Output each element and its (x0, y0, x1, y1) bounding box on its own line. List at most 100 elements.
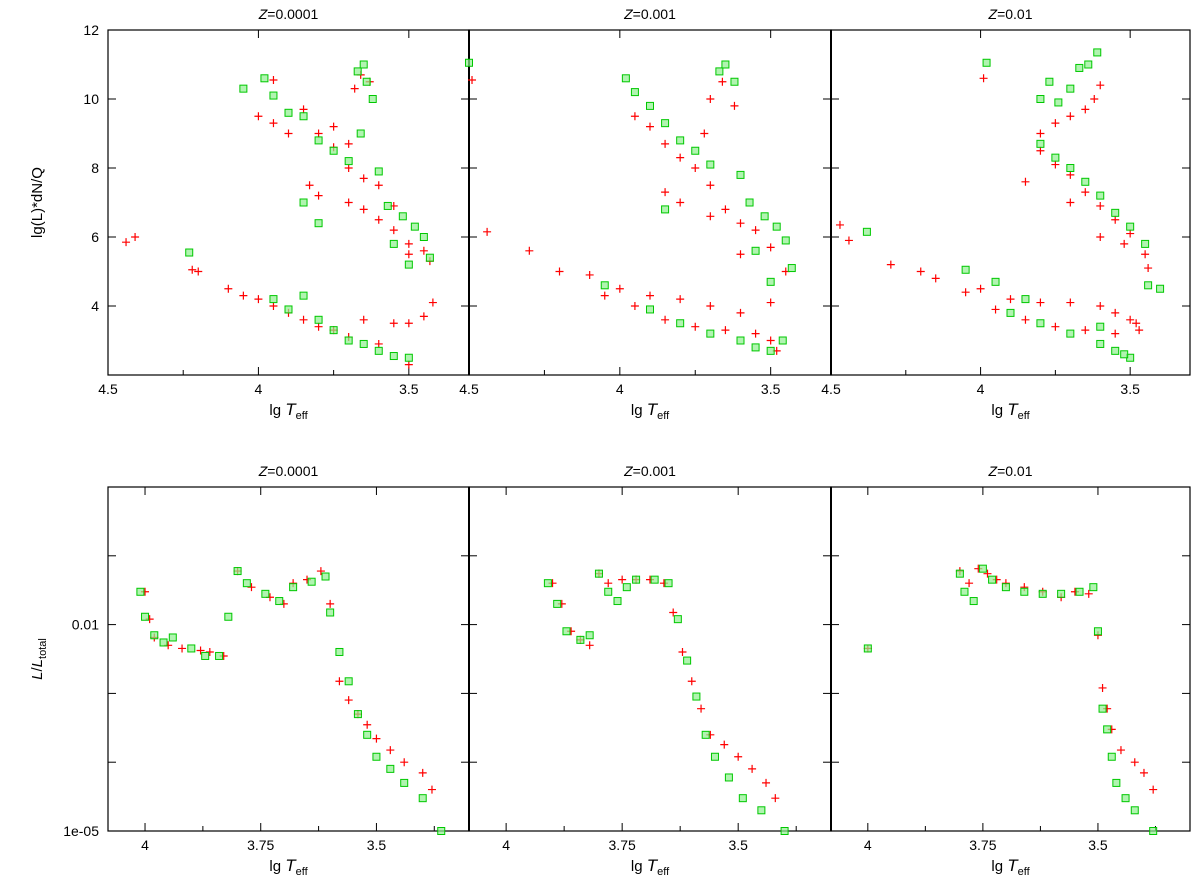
data-point (632, 575, 641, 584)
panel-title-var: Z (623, 463, 633, 479)
x-axis-label-sub: eff (657, 410, 670, 422)
x-tick-label: 3.5 (399, 381, 419, 397)
plot-frame (468, 29, 832, 376)
data-point (344, 677, 353, 686)
data-point (353, 67, 362, 76)
data-point (425, 253, 434, 262)
y-axis-label-slash: / (29, 666, 46, 671)
data-point (669, 608, 678, 617)
panel-title-value: =0.0001 (267, 6, 318, 22)
data-point (736, 219, 745, 228)
x-tick-label: 4 (502, 837, 510, 853)
panel-title-var: Z (988, 463, 998, 479)
data-point (353, 710, 362, 719)
data-point (736, 336, 745, 345)
data-point (372, 734, 381, 743)
data-point (1111, 208, 1120, 217)
data-point (1130, 758, 1139, 767)
data-point (398, 212, 407, 221)
data-point (269, 76, 278, 85)
x-axis-label-var: T (285, 856, 297, 875)
panel-title-var: Z (258, 6, 268, 22)
x-axis-label-var: T (285, 400, 297, 419)
x-axis-label-var: T (1007, 856, 1019, 875)
data-point (1111, 215, 1120, 224)
data-point (359, 60, 368, 69)
data-point (359, 174, 368, 183)
data-point (419, 312, 428, 321)
x-tick-label: 4.5 (459, 381, 479, 397)
data-point (1126, 315, 1135, 324)
data-point (372, 752, 381, 761)
data-point (766, 336, 775, 345)
data-point (760, 212, 769, 221)
data-point (269, 91, 278, 100)
data-point (404, 353, 413, 362)
x-axis-label-var: T (1007, 400, 1019, 419)
data-point (419, 246, 428, 255)
panel-4: Z=0.0001 4 3.75 3.5 1e-05 0.01 lg Teff L/Ltotal (29, 463, 470, 878)
data-point (239, 291, 248, 300)
data-point (646, 291, 654, 300)
data-point (961, 265, 970, 274)
data-point (1066, 84, 1075, 93)
y-tick-label: 1e-05 (63, 823, 99, 839)
data-point (1051, 160, 1060, 169)
x-tick-label: 4.5 (98, 381, 118, 397)
data-point (787, 264, 796, 273)
data-point (718, 77, 727, 86)
data-point (1111, 308, 1120, 317)
data-point (1001, 583, 1010, 592)
data-point (1051, 153, 1060, 162)
data-point (661, 205, 670, 214)
panel-title-value: =0.001 (633, 463, 676, 479)
data-point (646, 122, 654, 131)
data-point (991, 305, 1000, 314)
series-1 (468, 76, 790, 355)
data-point (706, 302, 715, 310)
data-point (269, 119, 278, 128)
data-point (1066, 170, 1075, 179)
data-point (196, 646, 205, 655)
panel-title: Z=0.001 (623, 463, 676, 479)
data-point (215, 651, 224, 660)
data-point (1036, 146, 1045, 155)
data-point (676, 295, 685, 304)
data-point (1111, 329, 1120, 338)
data-point (404, 250, 413, 259)
data-point (982, 58, 991, 67)
data-point (613, 597, 622, 606)
data-point (1149, 785, 1158, 794)
data-point (261, 589, 270, 598)
series-1 (548, 569, 780, 803)
data-point (344, 198, 353, 207)
panel-title: Z=0.0001 (258, 6, 319, 22)
data-point (1141, 239, 1150, 248)
data-point (344, 696, 353, 705)
panel-title-var: Z (258, 463, 268, 479)
data-point (314, 322, 323, 331)
data-point (1066, 164, 1075, 172)
data-point (1116, 746, 1125, 755)
data-point (1096, 339, 1105, 348)
data-point (691, 146, 700, 155)
series-2 (185, 60, 434, 362)
data-point (585, 641, 594, 650)
data-point (1111, 346, 1120, 355)
data-point (661, 119, 670, 128)
data-point (615, 284, 624, 293)
plot-frame (107, 29, 470, 376)
data-point (404, 360, 413, 369)
panel-6: Z=0.01 4 3.75 3.5 lg Teff (830, 463, 1191, 878)
data-point (194, 267, 203, 276)
data-point (676, 153, 685, 162)
data-point (1051, 322, 1060, 331)
data-point (1021, 177, 1030, 186)
data-point (350, 84, 359, 93)
x-tick-label: 3.75 (969, 837, 996, 853)
data-point (428, 298, 437, 307)
data-point (254, 295, 263, 304)
data-point (916, 267, 925, 276)
data-point (706, 329, 715, 338)
data-point (363, 720, 372, 729)
